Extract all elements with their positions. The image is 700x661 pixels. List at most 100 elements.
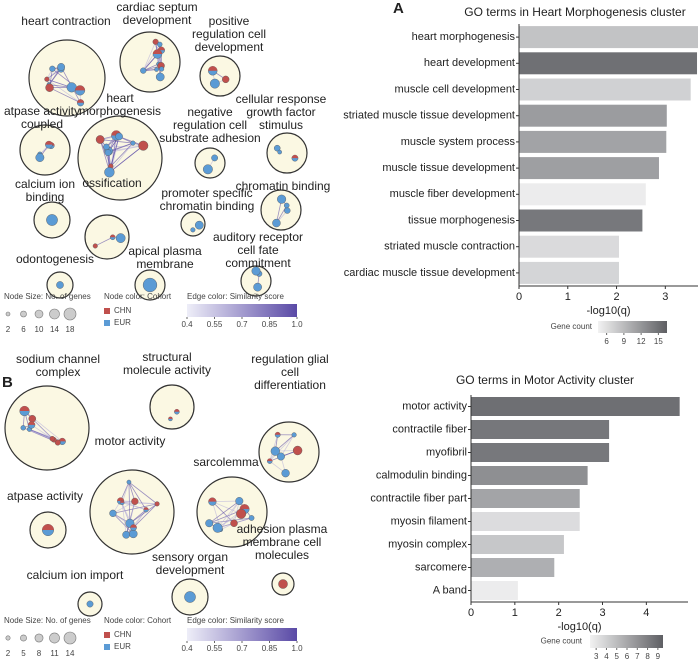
node	[56, 281, 64, 289]
x-axis-label: -log10(q)	[557, 621, 601, 633]
cluster-label: ossification	[82, 176, 141, 190]
gene-colorbar	[598, 321, 667, 333]
node	[211, 154, 218, 162]
node	[138, 140, 149, 151]
y-tick-label: heart development	[424, 57, 515, 69]
edge	[128, 481, 158, 505]
size-legend-label: 2	[6, 649, 11, 658]
cohort-swatch	[104, 632, 110, 638]
cluster-label: structural	[142, 350, 191, 364]
colorbar-tick-label: 0.85	[262, 320, 278, 329]
y-tick-label: myosin filament	[391, 515, 467, 527]
bar	[471, 512, 580, 531]
node-half	[157, 46, 165, 51]
size-legend-circle	[34, 633, 44, 643]
y-tick-label: muscle cell development	[395, 83, 515, 95]
colorbar-tick-label: 0.4	[181, 320, 193, 329]
y-tick-label: striated muscle tissue development	[343, 110, 515, 122]
node	[57, 63, 65, 71]
size-legend-label: 2	[6, 325, 11, 334]
colorbar-tick-label: 6	[604, 337, 609, 346]
size-legend-label: 14	[50, 325, 59, 334]
legend-title: Node Size: No. of genes	[4, 292, 91, 301]
colorbar-tick-label: 9	[622, 337, 627, 346]
node	[49, 65, 56, 72]
colorbar-tick-label: 0.7	[236, 644, 248, 653]
cohort-swatch	[104, 308, 110, 314]
node-half	[239, 504, 250, 510]
cluster-label: sodium channel	[16, 352, 100, 366]
cluster-label: commitment	[225, 256, 291, 270]
cluster-label: apical plasma	[128, 244, 202, 258]
panel-label: B	[2, 374, 13, 391]
y-tick-label: myofibril	[426, 446, 467, 458]
bar	[471, 489, 580, 508]
bar	[519, 261, 619, 284]
colorbar-tick-label: 1.0	[291, 320, 303, 329]
node	[270, 446, 280, 456]
edge	[212, 501, 242, 515]
node	[35, 153, 45, 162]
node-half	[19, 406, 30, 412]
y-tick-label: muscle tissue development	[382, 162, 515, 174]
node	[251, 266, 261, 276]
node	[278, 579, 288, 589]
node	[212, 522, 223, 533]
cohort-label: EUR	[114, 318, 131, 327]
node	[130, 140, 136, 146]
colorbar-tick-label: 7	[635, 652, 640, 661]
y-tick-label: muscle system process	[401, 136, 516, 148]
size-legend-circle	[49, 632, 60, 644]
y-tick-label: myosin complex	[388, 538, 467, 550]
node	[272, 218, 281, 228]
bar	[471, 466, 588, 485]
cluster-label: positive	[209, 14, 250, 28]
edge-colorbar	[187, 628, 297, 641]
cluster-label: auditory receptor	[213, 230, 303, 244]
bar	[519, 78, 691, 101]
edge	[109, 142, 134, 173]
cluster-label: substrate adhesion	[159, 131, 260, 145]
x-tick-label: 4	[643, 607, 649, 619]
cohort-label: EUR	[114, 642, 131, 651]
cluster-label: negative	[187, 105, 233, 119]
cluster-label: development	[123, 13, 192, 27]
colorbar-title: Gene count	[551, 322, 593, 331]
cluster-label: coupled	[21, 117, 63, 131]
x-tick-label: 3	[599, 607, 605, 619]
cluster-label: heart contraction	[21, 14, 110, 28]
x-tick-label: 0	[468, 607, 474, 619]
node	[155, 72, 165, 82]
node-half	[110, 234, 116, 238]
cluster-label: complex	[36, 365, 81, 379]
edge	[269, 434, 295, 462]
cluster-label: regulation glial	[251, 352, 328, 366]
node	[44, 76, 50, 82]
cluster-label: sarcolemma	[193, 455, 259, 469]
node-half	[45, 141, 53, 145]
cluster-label: molecules	[255, 548, 309, 562]
cluster-label: morphogenesis	[79, 104, 161, 118]
node-half	[42, 524, 54, 530]
cluster-label: sensory organ	[152, 550, 228, 564]
y-tick-label: contractile fiber part	[370, 492, 467, 504]
size-legend-circle	[34, 309, 44, 319]
y-tick-label: A band	[433, 584, 467, 596]
x-tick-label: 1	[512, 607, 518, 619]
edge	[142, 44, 161, 71]
colorbar-tick-label: 6	[625, 652, 630, 661]
cluster-label: development	[195, 40, 264, 54]
node	[281, 469, 290, 478]
node-half	[130, 524, 137, 528]
node	[115, 132, 123, 141]
node	[131, 497, 139, 505]
node	[154, 67, 159, 72]
node	[283, 202, 290, 209]
colorbar-tick-label: 4	[604, 652, 609, 661]
y-tick-label: muscle fiber development	[390, 188, 515, 200]
node	[277, 149, 282, 155]
node	[45, 83, 54, 92]
bar	[471, 581, 518, 600]
bar	[471, 558, 555, 577]
